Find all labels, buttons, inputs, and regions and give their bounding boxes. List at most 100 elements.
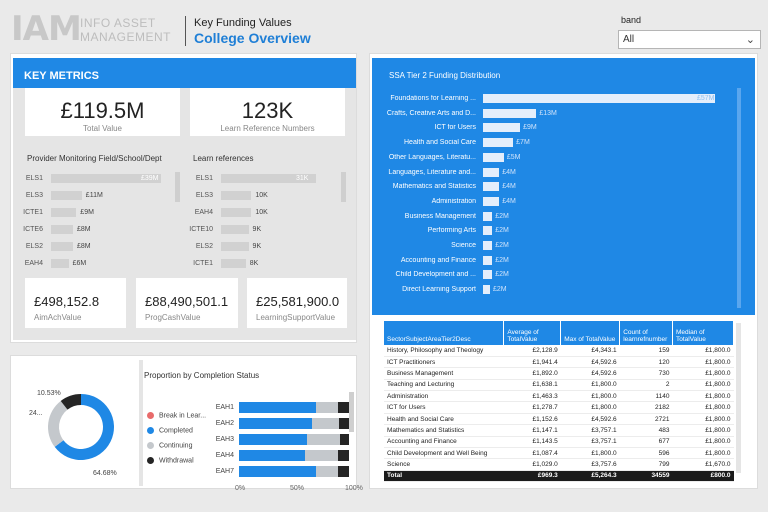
ssa-bar[interactable] <box>483 94 715 103</box>
table-cell: ICT for Users <box>384 401 504 414</box>
provider-chart-scrollbar[interactable] <box>175 172 180 202</box>
ssa-bar[interactable] <box>483 152 504 162</box>
bar[interactable] <box>221 191 252 200</box>
legend-item[interactable]: Break in Lear... <box>147 412 206 419</box>
legend-label: Completed <box>159 427 193 435</box>
report-subtitle: Key Funding Values <box>194 17 292 29</box>
stacked-bar-segment[interactable] <box>338 402 349 413</box>
stacked-bar-segment[interactable] <box>305 450 338 461</box>
stacked-bar-segment[interactable] <box>339 418 349 429</box>
table-column-header[interactable]: Average of TotalValue <box>503 321 562 345</box>
bar[interactable] <box>51 242 73 251</box>
completion-scrollbar[interactable] <box>349 392 354 432</box>
legend-item[interactable]: Continuing <box>147 442 192 449</box>
stacked-bar-segment[interactable] <box>307 434 341 445</box>
bar-value-label: £8M <box>77 243 91 250</box>
table-row[interactable]: Child Development and Well Being £1,087.4… <box>384 447 734 460</box>
ssa-bar[interactable] <box>483 285 490 295</box>
table-cell: £1,892.0 <box>503 367 561 380</box>
bar[interactable] <box>51 259 69 268</box>
stacked-bar-segment[interactable] <box>239 434 308 445</box>
table-column-header[interactable]: Max of TotalValue <box>560 321 621 345</box>
band-filter-dropdown[interactable]: All ⌄ <box>618 30 761 49</box>
bar[interactable] <box>221 174 316 183</box>
ssa-bar[interactable] <box>483 167 500 177</box>
bar-label: ICTE6 <box>23 226 43 233</box>
stacked-bar-segment[interactable] <box>239 466 316 477</box>
ssa-bar-label: Mathematics and Statistics <box>392 183 476 191</box>
prog-cash-value: £88,490,501.1 <box>145 294 229 309</box>
ssa-bar[interactable] <box>483 138 514 148</box>
bar[interactable] <box>221 259 246 268</box>
ssa-chart: Foundations for Learning ... £57M Crafts, … <box>372 94 742 304</box>
bar[interactable] <box>221 242 249 251</box>
aim-ach-label: AimAchValue <box>34 313 82 322</box>
axis-tick-label: 100% <box>345 485 363 492</box>
ssa-bar-value-label: £4M <box>502 183 516 191</box>
table-row[interactable]: Science £1,029.0 £3,757.6 799 £1,670.0 <box>384 458 734 471</box>
ssa-bar[interactable] <box>483 270 493 280</box>
stacked-bar-segment[interactable] <box>316 466 338 477</box>
stacked-bar-segment[interactable] <box>311 418 340 429</box>
ssa-bar[interactable] <box>483 226 493 236</box>
table-row[interactable]: Teaching and Lecturing £1,638.1 £1,800.0 2 £… <box>384 379 734 392</box>
ssa-bar[interactable] <box>483 255 493 265</box>
ssa-bar[interactable] <box>483 241 493 250</box>
ssa-bar[interactable] <box>483 196 500 206</box>
completion-bar-chart: EAH1 EAH2 EAH3 EAH4 EAH7 0% 50% 100% <box>199 396 363 492</box>
axis-tick-label: 50% <box>290 485 305 492</box>
ssa-bar-value-label: £2M <box>495 242 509 249</box>
table-column-header[interactable]: Median of TotalValue <box>672 321 734 345</box>
table-row[interactable]: Administration £1,463.3 £1,800.0 1140 £1,800… <box>384 390 734 403</box>
table-row[interactable]: Mathematics and Statistics £1,147.1 £3,757… <box>384 424 734 437</box>
ssa-chart-scrollbar[interactable] <box>737 88 741 308</box>
learn-refs-value: 123K <box>241 98 294 123</box>
table-column-header[interactable]: SectorSubjectAreaTier2Desc <box>384 321 505 345</box>
table-scrollbar-track[interactable] <box>736 323 741 473</box>
bar[interactable] <box>51 174 161 183</box>
ssa-bar-label: Administration <box>431 197 476 205</box>
stacked-bar-segment[interactable] <box>338 450 349 461</box>
provider-chart-title: Provider Monitoring Field/School/Dept <box>27 154 162 163</box>
legend-item[interactable]: Withdrawal <box>147 457 194 464</box>
table-cell: 120 <box>619 356 673 369</box>
bar[interactable] <box>51 225 73 234</box>
ssa-bar[interactable] <box>483 211 493 221</box>
legend-item[interactable]: Completed <box>147 427 193 434</box>
table-cell: £1,800.0 <box>560 401 620 414</box>
bar[interactable] <box>221 208 252 217</box>
logo-mark: IAM <box>11 9 82 49</box>
table-row[interactable]: History, Philosophy and Theology £2,128.9… <box>384 345 734 357</box>
table-cell: £1,143.5 <box>503 436 561 449</box>
table-row[interactable]: ICT for Users £1,278.7 £1,800.0 2182 £1,800.… <box>384 401 734 414</box>
table-row[interactable]: Business Management £1,892.0 £4,592.6 730 £1… <box>384 367 734 380</box>
table-cell: Science <box>384 458 504 471</box>
stacked-bar-label: EAH2 <box>215 420 234 427</box>
table-row[interactable]: ICT Practitioners £1,941.4 £4,592.6 120 £1,8… <box>384 356 734 369</box>
donut-slice-completed[interactable] <box>54 394 115 460</box>
stacked-bar-segment[interactable] <box>338 466 349 477</box>
table-column-header[interactable]: Count of learnrefnumber <box>619 321 674 345</box>
ssa-bar[interactable] <box>483 123 521 133</box>
ssa-bar[interactable] <box>483 182 500 192</box>
table-cell: £1,638.1 <box>503 379 561 392</box>
table-row[interactable]: Health and Social Care £1,152.6 £4,592.6 27… <box>384 413 734 426</box>
stacked-bar-segment[interactable] <box>239 402 316 413</box>
stacked-bar-segment[interactable] <box>316 402 338 413</box>
ssa-chart-title: SSA Tier 2 Funding Distribution <box>389 71 501 80</box>
stacked-bar-segment[interactable] <box>239 418 312 429</box>
table-cell: £1,800.0 <box>672 345 734 357</box>
table-row[interactable]: Accounting and Finance £1,143.5 £3,757.1 67… <box>384 436 734 449</box>
donut-slice-withdrawal[interactable] <box>60 394 81 410</box>
bar[interactable] <box>51 208 77 217</box>
learn-chart-scrollbar[interactable] <box>341 172 346 202</box>
bar[interactable] <box>221 225 249 234</box>
ssa-panel: SSA Tier 2 Funding Distribution Foundati… <box>369 53 758 489</box>
ssa-bar[interactable] <box>483 108 537 118</box>
stacked-bar-segment[interactable] <box>340 434 349 445</box>
learn-refs-label: Learn Reference Numbers <box>220 124 315 133</box>
ssa-bar-value-label: £2M <box>492 286 507 294</box>
bar[interactable] <box>51 191 82 200</box>
stacked-bar-segment[interactable] <box>239 450 305 461</box>
donut-slice-continuing[interactable] <box>48 400 68 447</box>
